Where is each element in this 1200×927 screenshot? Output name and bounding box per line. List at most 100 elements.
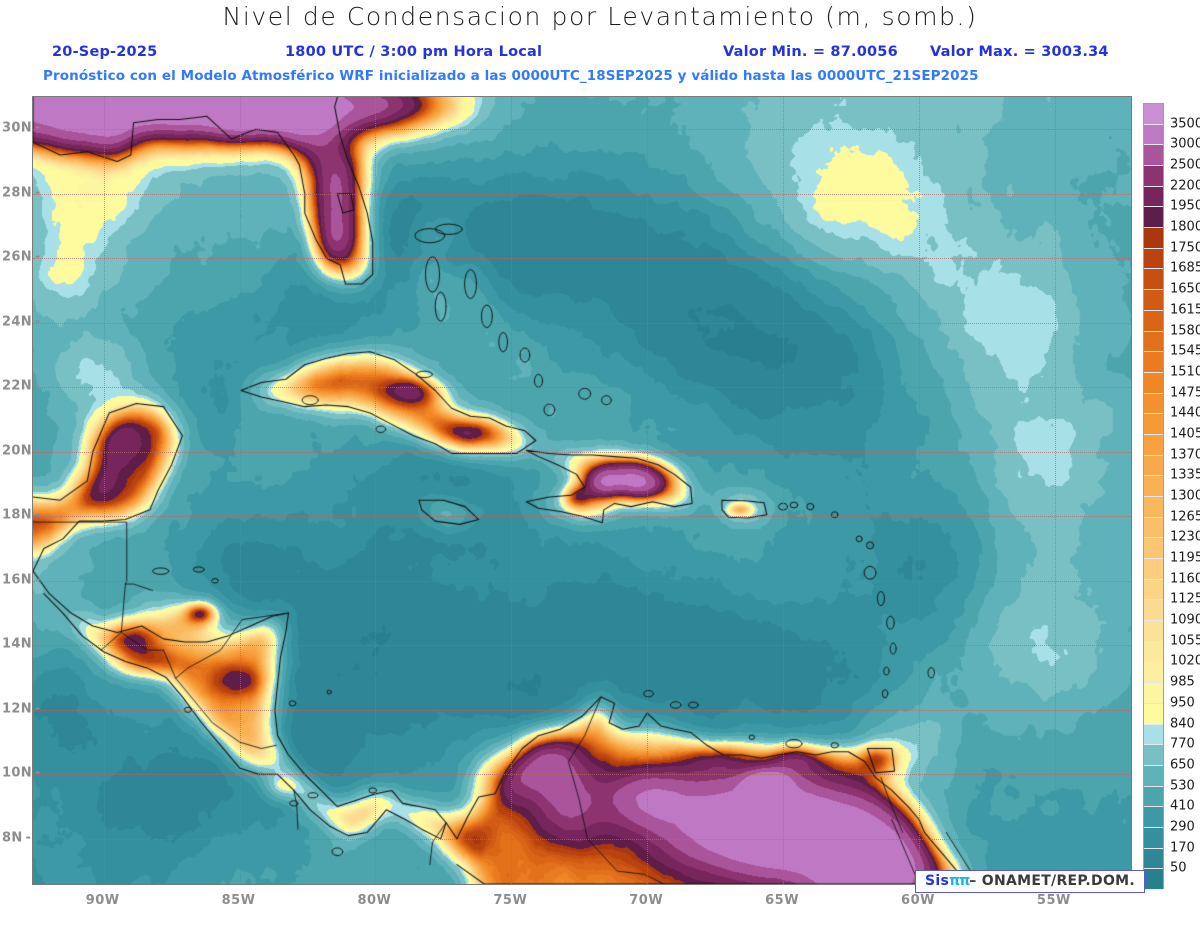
- colorbar-tick-530: 530: [1170, 778, 1195, 794]
- colorbar-tick-1405: 1405: [1170, 426, 1200, 442]
- colorbar-segment: [1144, 228, 1163, 249]
- run-date-label: 20-Sep-2025: [52, 44, 158, 60]
- colorbar-segment: [1144, 434, 1163, 456]
- colorbar-segment: [1144, 621, 1163, 642]
- colorbar-tick-840: 840: [1170, 716, 1195, 732]
- value-min-label: Valor Min. = 87.0056: [723, 44, 898, 60]
- lat-tick-26N: 26N -: [2, 249, 41, 265]
- colorbar-segment: [1144, 352, 1163, 373]
- watermark-tt-icon: ππ: [949, 873, 970, 889]
- lon-tick-85W: 85W: [221, 893, 256, 908]
- lon-tick-65W: 65W: [765, 893, 800, 908]
- colorbar-segment: [1144, 683, 1163, 704]
- colorbar-tick-770: 770: [1170, 736, 1195, 752]
- colorbar-tick-1615: 1615: [1170, 302, 1200, 318]
- colorbar-tick-985: 985: [1170, 674, 1195, 690]
- colorbar-tick-2200: 2200: [1170, 178, 1200, 194]
- value-max-label: Valor Max. = 3003.34: [930, 44, 1109, 60]
- lon-tick-60W: 60W: [901, 893, 935, 908]
- colorbar-tick-1685: 1685: [1170, 260, 1200, 276]
- colorbar-segment: [1144, 269, 1163, 291]
- valid-time-label: 1800 UTC / 3:00 pm Hora Local: [285, 44, 543, 60]
- colorbar-segment: [1144, 786, 1163, 808]
- watermark-sis: Sis: [925, 873, 950, 889]
- lon-tick-75W: 75W: [493, 893, 528, 908]
- colorbar-segment: [1144, 724, 1163, 746]
- colorbar-tick-1475: 1475: [1170, 385, 1200, 401]
- lat-tick-28N: 28N -: [2, 185, 41, 201]
- lcl-shaded-field: [33, 97, 1131, 884]
- colorbar-tick-1160: 1160: [1170, 571, 1200, 587]
- colorbar-tick-1580: 1580: [1170, 323, 1200, 339]
- colorbar-segment: [1144, 641, 1163, 663]
- colorbar-tick-1650: 1650: [1170, 281, 1200, 297]
- colorbar-tick-950: 950: [1170, 695, 1195, 711]
- colorbar-segment: [1144, 455, 1163, 477]
- colorbar-segment: [1144, 827, 1163, 849]
- colorbar-segment: [1144, 765, 1163, 787]
- lat-tick-16N: 16N -: [2, 572, 41, 588]
- lon-tick-90W: 90W: [85, 893, 120, 908]
- colorbar-tick-1335: 1335: [1170, 467, 1200, 483]
- colorbar-segment: [1144, 310, 1163, 332]
- colorbar-tick-1300: 1300: [1170, 488, 1200, 504]
- colorbar-tick-290: 290: [1170, 819, 1195, 835]
- colorbar-tick-3500: 3500: [1170, 116, 1200, 132]
- colorbar-tick-1090: 1090: [1170, 612, 1200, 628]
- colorbar-tick-1370: 1370: [1170, 447, 1200, 463]
- lon-tick-80W: 80W: [357, 893, 392, 908]
- colorbar-tick-1440: 1440: [1170, 405, 1200, 421]
- colorbar-segment: [1144, 662, 1163, 684]
- colorbar-segment: [1144, 248, 1163, 270]
- colorbar-tick-3000: 3000: [1170, 136, 1200, 152]
- lat-tick-8N: 8N -: [2, 830, 32, 846]
- colorbar-segment: [1144, 703, 1163, 725]
- lon-tick-55W: 55W: [1036, 893, 1071, 908]
- colorbar-segment: [1144, 331, 1163, 353]
- colorbar-tick-1950: 1950: [1170, 198, 1200, 214]
- chart-header: Nivel de Condensacion por Levantamiento …: [0, 0, 1200, 92]
- colorbar-segment: [1144, 869, 1163, 890]
- colorbar-segment: [1144, 372, 1163, 394]
- colorbar-tick-1020: 1020: [1170, 653, 1200, 669]
- lat-tick-22N: 22N -: [2, 378, 41, 394]
- colorbar-tick-1230: 1230: [1170, 529, 1200, 545]
- model-note-label: Pronóstico con el Modelo Atmosférico WRF…: [43, 68, 979, 84]
- colorbar-segment: [1144, 186, 1163, 208]
- colorbar-segment: [1144, 104, 1163, 125]
- colorbar-tick-410: 410: [1170, 798, 1195, 814]
- colorbar-tick-2500: 2500: [1170, 157, 1200, 173]
- colorbar-segment: [1144, 807, 1163, 828]
- map-plot-area: [32, 96, 1132, 885]
- colorbar-tick-1265: 1265: [1170, 509, 1200, 525]
- colorbar-tick-1195: 1195: [1170, 550, 1200, 566]
- colorbar-segment: [1144, 476, 1163, 497]
- colorbar-segment: [1144, 848, 1163, 870]
- lat-tick-20N: 20N -: [2, 443, 41, 459]
- colorbar-tick-50: 50: [1170, 860, 1187, 876]
- colorbar-segment: [1144, 145, 1163, 167]
- colorbar-segment: [1144, 393, 1163, 415]
- colorbar-segment: [1144, 559, 1163, 580]
- colorbar-tick-1545: 1545: [1170, 343, 1200, 359]
- colorbar-segment: [1144, 166, 1163, 187]
- colorbar-segment: [1144, 538, 1163, 560]
- colorbar-segment: [1144, 290, 1163, 311]
- lat-tick-24N: 24N -: [2, 314, 41, 330]
- colorbar-segment: [1144, 745, 1163, 766]
- colorbar-segment: [1144, 579, 1163, 601]
- colorbar-segment: [1144, 124, 1163, 146]
- colorbar-tick-1750: 1750: [1170, 240, 1200, 256]
- colorbar-tick-1800: 1800: [1170, 219, 1200, 235]
- colorbar-tick-170: 170: [1170, 840, 1195, 856]
- page-title: Nivel de Condensacion por Levantamiento …: [222, 2, 978, 31]
- lon-tick-70W: 70W: [629, 893, 664, 908]
- lat-tick-30N: 30N -: [2, 120, 41, 136]
- lat-tick-14N: 14N -: [2, 636, 41, 652]
- watermark-badge: Sisππ– ONAMET/REP.DOM.: [915, 870, 1145, 894]
- colorbar-segment: [1144, 207, 1163, 229]
- colorbar-segment: [1144, 517, 1163, 539]
- lat-tick-12N: 12N -: [2, 701, 41, 717]
- colorbar-tick-1125: 1125: [1170, 591, 1200, 607]
- lat-tick-18N: 18N -: [2, 507, 41, 523]
